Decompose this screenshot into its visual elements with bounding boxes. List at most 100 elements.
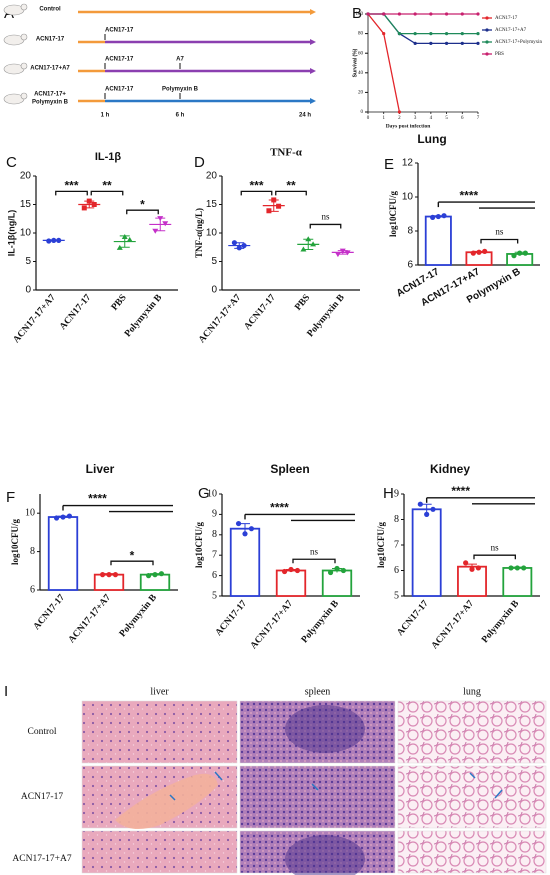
legend-label: ACN17-17+A7 bbox=[495, 28, 527, 33]
survival-marker bbox=[476, 41, 480, 46]
panel-letter: B bbox=[352, 5, 362, 22]
event-label: ACN17-17 bbox=[105, 87, 134, 93]
indicator-arrow bbox=[214, 771, 223, 781]
data-point bbox=[521, 565, 527, 571]
x-tick-label: Polymyxin B bbox=[300, 598, 342, 645]
significance-label: ns bbox=[495, 227, 504, 237]
panel-letter: G bbox=[198, 485, 210, 502]
survival-marker bbox=[429, 41, 433, 46]
survival-marker bbox=[382, 31, 386, 36]
survival-marker bbox=[476, 12, 480, 16]
significance-bracket bbox=[126, 209, 159, 215]
survival-marker bbox=[382, 12, 386, 16]
legend-label: ACN17-17 bbox=[495, 16, 518, 21]
data-point bbox=[106, 572, 112, 578]
y-tick-label: 9 bbox=[212, 509, 217, 520]
data-point bbox=[417, 501, 423, 507]
y-tick-label: 10 bbox=[207, 488, 217, 499]
data-point bbox=[112, 572, 119, 578]
legend-label: ACN17-17+Polymyxin bbox=[495, 40, 542, 45]
survival-marker bbox=[413, 41, 417, 46]
arrow-head bbox=[310, 68, 316, 74]
event-label: ACN17-17 bbox=[105, 28, 134, 34]
data-point bbox=[463, 560, 469, 566]
x-tick-label: ACN17-17+A7 bbox=[197, 293, 243, 345]
y-tick-label: 6 bbox=[212, 570, 217, 581]
arrow-head bbox=[310, 39, 316, 45]
indicator-arrow bbox=[311, 783, 319, 791]
survival-marker bbox=[413, 12, 417, 16]
survival-marker bbox=[460, 41, 464, 46]
lymphoid-follicle bbox=[285, 835, 365, 875]
group-label: Control bbox=[39, 7, 61, 13]
significance-label: * bbox=[130, 548, 135, 562]
y-tick-label: 15 bbox=[206, 199, 218, 210]
panel-letter: I bbox=[4, 683, 8, 700]
bar bbox=[275, 569, 307, 597]
event-label: Polymyxin B bbox=[162, 87, 199, 93]
significance-bracket bbox=[309, 223, 342, 229]
data-point bbox=[46, 238, 52, 244]
panel-letter: E bbox=[384, 156, 394, 173]
x-tick-label: 3 bbox=[414, 116, 417, 121]
y-tick-label: 6 bbox=[407, 260, 413, 271]
significance-label: **** bbox=[270, 501, 289, 515]
significance-label: * bbox=[140, 197, 145, 211]
mouse-head bbox=[20, 33, 28, 41]
data-point bbox=[511, 253, 517, 259]
row-label: ACN17-17 bbox=[21, 792, 63, 802]
time-label: 1 h bbox=[101, 113, 110, 119]
y-axis-label: log10CFU/g bbox=[388, 191, 398, 237]
significance-bracket bbox=[275, 190, 307, 196]
indicator-arrow bbox=[494, 789, 503, 799]
indicator-arrow bbox=[169, 794, 176, 801]
data-point bbox=[126, 236, 133, 242]
data-point bbox=[310, 241, 317, 247]
survival-marker bbox=[460, 31, 464, 36]
data-point bbox=[152, 572, 158, 578]
y-tick-label: 10 bbox=[20, 228, 32, 239]
mouse-head bbox=[20, 3, 28, 11]
data-point bbox=[470, 250, 476, 256]
legend-marker bbox=[485, 40, 489, 44]
data-point bbox=[145, 573, 152, 579]
data-point bbox=[334, 252, 341, 258]
y-tick-label: 20 bbox=[20, 171, 32, 182]
panel-letter: C bbox=[6, 154, 17, 171]
survival-marker bbox=[444, 31, 449, 36]
indicator-arrow bbox=[469, 772, 476, 779]
data-point bbox=[294, 567, 301, 574]
data-point bbox=[152, 228, 159, 234]
x-tick-label: 2 bbox=[398, 116, 401, 121]
significance-label: ns bbox=[321, 212, 330, 222]
data-point bbox=[305, 236, 312, 242]
data-point bbox=[441, 213, 447, 219]
data-point bbox=[522, 250, 528, 256]
bar bbox=[411, 508, 442, 597]
x-tick-label: 0 bbox=[367, 116, 370, 121]
data-point bbox=[340, 567, 347, 574]
significance-label: ns bbox=[491, 542, 500, 552]
event-label: A7 bbox=[176, 57, 184, 63]
x-tick-label: ACN17-17 bbox=[58, 293, 93, 332]
bar bbox=[321, 569, 353, 597]
micrograph bbox=[397, 830, 547, 874]
significance-label: **** bbox=[451, 484, 470, 498]
x-tick-label: ACN17-17+A7 bbox=[249, 599, 295, 651]
x-tick-label: PBS bbox=[293, 293, 312, 313]
y-tick-label: 5 bbox=[25, 256, 31, 267]
survival-marker bbox=[429, 12, 433, 16]
y-tick-label: 8 bbox=[30, 546, 35, 557]
x-tick-label: ACN17-17 bbox=[396, 599, 431, 638]
row-label: Control bbox=[27, 727, 56, 737]
legend-label: PBS bbox=[495, 52, 504, 57]
y-tick-label: 8 bbox=[212, 529, 217, 540]
y-tick-label: 8 bbox=[407, 226, 413, 237]
mouse-head bbox=[20, 62, 28, 70]
x-tick-label: 5 bbox=[445, 116, 448, 121]
y-tick-label: 0 bbox=[361, 110, 364, 115]
survival-marker bbox=[397, 110, 402, 114]
y-tick-label: 5 bbox=[211, 256, 217, 267]
group-label: ACN17-17+ bbox=[34, 92, 66, 98]
x-tick-label: ACN17-17 bbox=[243, 293, 278, 332]
